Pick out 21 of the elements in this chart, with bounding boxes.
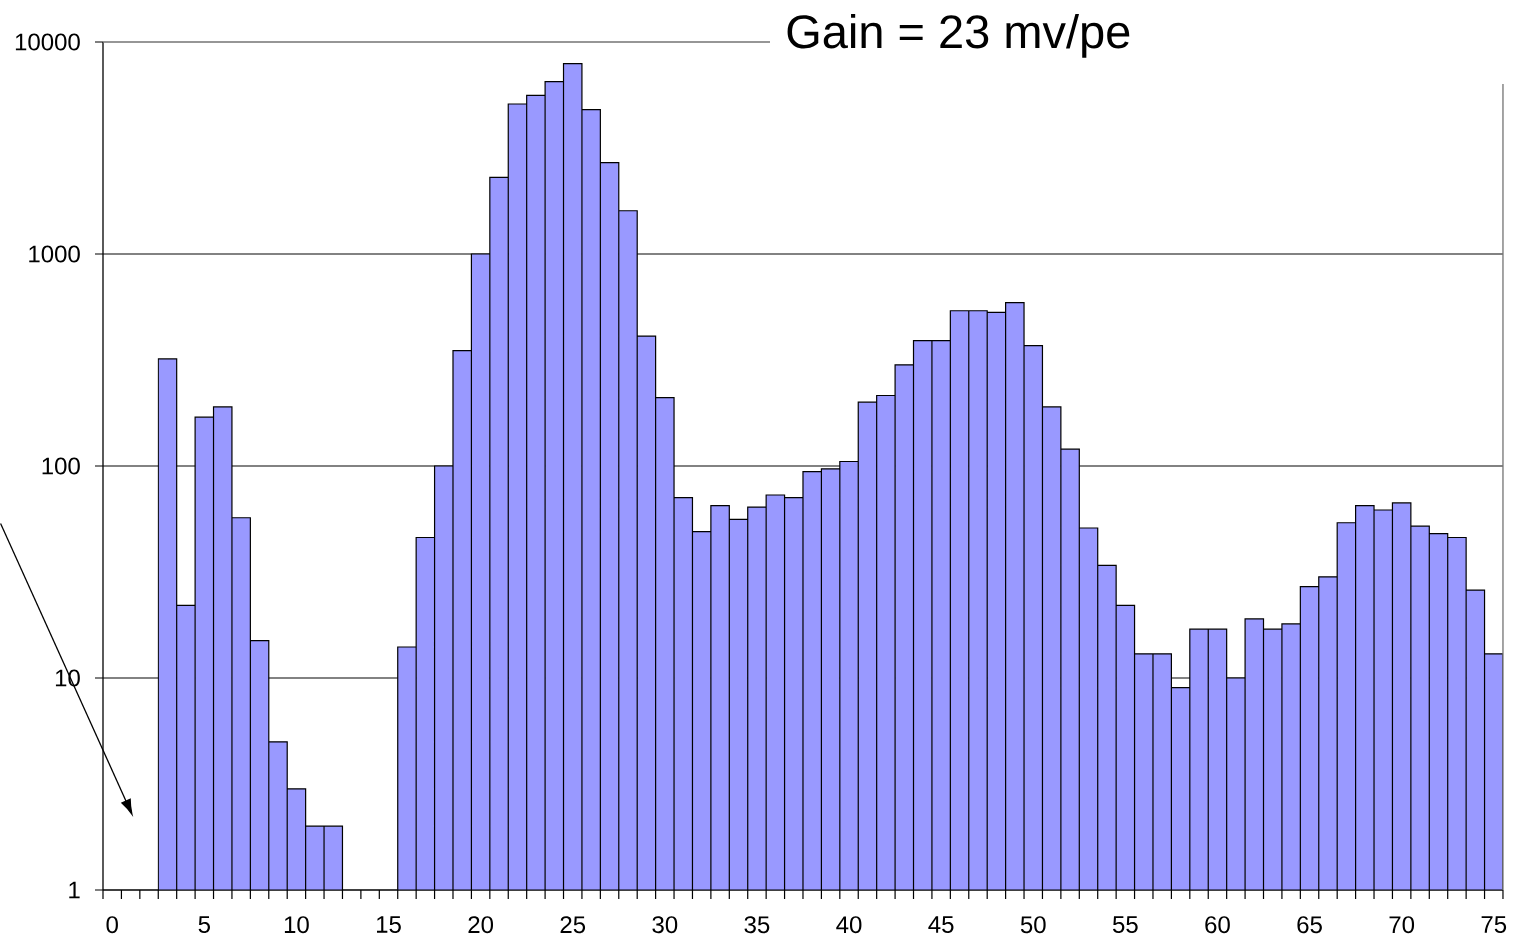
x-tick-label: 5 xyxy=(198,916,210,933)
chart-title: Gain = 23 mv/pe xyxy=(787,13,1130,58)
x-tick-label: 35 xyxy=(744,916,770,934)
x-tick-label: 40 xyxy=(836,916,862,934)
y-tick-label: 10000 xyxy=(15,33,80,51)
x-tick-label: 65 xyxy=(1297,916,1322,934)
x-tick-label: 45 xyxy=(928,916,954,933)
y-tick-label: 1 xyxy=(69,881,80,899)
x-tick-label: 15 xyxy=(377,916,401,933)
x-tick-label: 25 xyxy=(560,916,586,934)
x-tick-label: 70 xyxy=(1389,916,1415,934)
x-tick-label: 50 xyxy=(1020,916,1046,934)
x-tick-label: 10 xyxy=(284,916,309,934)
y-tick-label: 1000 xyxy=(29,245,80,263)
x-tick-label: 30 xyxy=(652,916,678,934)
x-tick-label: 55 xyxy=(1112,916,1138,933)
x-tick-label: 0 xyxy=(106,916,118,934)
x-tick-label: 60 xyxy=(1205,916,1230,934)
y-tick-label: 100 xyxy=(42,457,80,475)
x-tick-label: 20 xyxy=(468,916,494,934)
x-tick-label: 75 xyxy=(1481,916,1507,933)
